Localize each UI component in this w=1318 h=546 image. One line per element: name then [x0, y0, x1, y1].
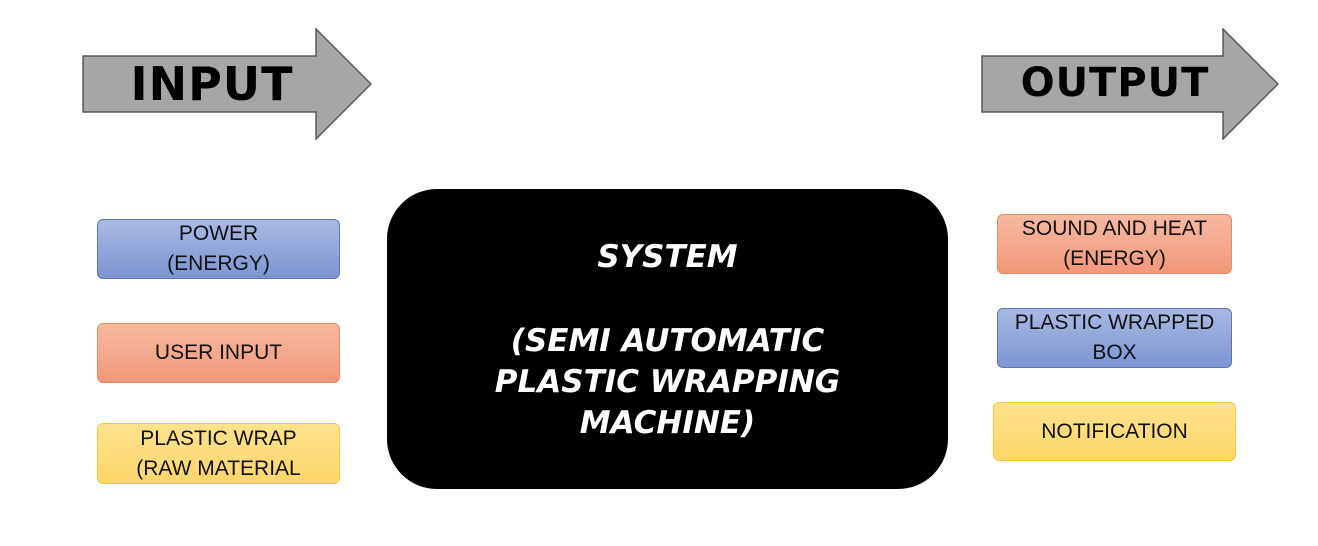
input-arrow-shape: [82, 28, 372, 140]
input-arrow-label: INPUT: [130, 57, 294, 111]
input-box-label: PLASTIC WRAP (RAW MATERIAL: [136, 426, 301, 480]
system-description: (SEMI AUTOMATIC PLASTIC WRAPPING MACHINE…: [494, 323, 841, 441]
output-box-label: NOTIFICATION: [1041, 419, 1188, 443]
output-box-sound-heat: SOUND AND HEAT (ENERGY): [997, 214, 1232, 274]
output-arrow-label: OUTPUT: [1020, 60, 1210, 106]
output-box-label: PLASTIC WRAPPED BOX: [1014, 311, 1215, 364]
input-box-plastic-wrap: PLASTIC WRAP (RAW MATERIAL: [97, 423, 340, 484]
output-box-plastic-wrapped-box: PLASTIC WRAPPED BOX: [997, 308, 1232, 368]
output-box-label: SOUND AND HEAT (ENERGY): [1021, 217, 1208, 270]
input-box-power: POWER (ENERGY): [97, 219, 340, 279]
system-box: SYSTEM (SEMI AUTOMATIC PLASTIC WRAPPING …: [387, 189, 948, 489]
input-box-user-input: USER INPUT: [97, 323, 340, 383]
input-box-label: POWER (ENERGY): [167, 222, 270, 275]
output-box-notification: NOTIFICATION: [993, 402, 1236, 461]
input-arrow: INPUT: [82, 28, 372, 140]
output-arrow: OUTPUT: [981, 28, 1280, 140]
input-box-label: USER INPUT: [154, 341, 283, 364]
output-arrow-shape: [981, 28, 1280, 140]
system-title: SYSTEM: [597, 239, 738, 275]
